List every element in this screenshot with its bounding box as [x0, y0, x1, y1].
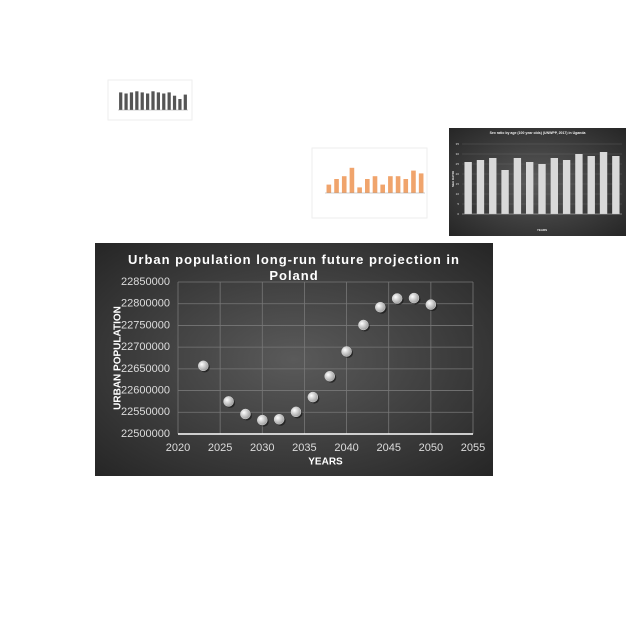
- bar: [372, 176, 378, 193]
- x-tick-label: 2030: [250, 442, 274, 454]
- y-tick-label: 22850000: [121, 276, 170, 288]
- bar: [326, 184, 332, 193]
- point: [341, 346, 352, 357]
- bar: [124, 93, 128, 110]
- x-tick-label: 2055: [461, 442, 485, 454]
- x-tick-label: 2045: [376, 442, 400, 454]
- y-tick-label: 35: [456, 142, 460, 146]
- point: [324, 370, 335, 382]
- bar: [151, 91, 155, 110]
- bar: [341, 176, 347, 193]
- y-axis-label: URBAN POPULATION: [113, 306, 124, 410]
- y-tick-label: 22600000: [121, 384, 170, 396]
- bar: [357, 187, 362, 193]
- y-tick-label: 22650000: [121, 363, 170, 375]
- bar: [349, 167, 355, 193]
- chart-title: Sex ratio by age (100 year olds) (UNWPP,…: [490, 131, 586, 135]
- bar: [562, 160, 571, 214]
- bar: [167, 92, 171, 110]
- point: [307, 391, 319, 403]
- bar: [411, 170, 416, 193]
- bar: [388, 176, 393, 193]
- bar: [464, 162, 472, 214]
- bar: [129, 92, 134, 110]
- bar: [178, 99, 182, 110]
- x-tick-label: 2050: [419, 442, 443, 454]
- y-tick-label: 5: [457, 202, 459, 206]
- x-tick-label: 2020: [166, 442, 190, 454]
- chart-title: Urban population long-run future project…: [128, 252, 460, 283]
- bar: [513, 158, 522, 214]
- bar: [575, 154, 583, 214]
- bar: [119, 92, 123, 110]
- bar: [526, 162, 534, 214]
- bar: [162, 93, 166, 110]
- y-tick-label: 30: [456, 152, 460, 156]
- y-tick-label: 0: [457, 212, 459, 216]
- y-tick-label: 22750000: [121, 319, 170, 331]
- point: [375, 301, 386, 313]
- y-tick-label: 25: [456, 162, 460, 166]
- bar: [418, 173, 424, 193]
- bar: [365, 179, 370, 193]
- bar: [156, 92, 160, 110]
- y-tick-label: 22700000: [121, 341, 170, 353]
- point: [257, 414, 268, 426]
- bar: [403, 179, 409, 193]
- point: [223, 396, 234, 407]
- bar: [612, 156, 620, 214]
- bar: [146, 93, 150, 110]
- point: [408, 292, 420, 304]
- y-tick-label: 22500000: [121, 428, 170, 440]
- bar: [599, 152, 608, 214]
- bar: [550, 158, 558, 214]
- y-tick-label: 22550000: [121, 406, 170, 418]
- y-tick-label: 15: [456, 182, 460, 186]
- y-axis-label: SEX RATIO: [451, 170, 455, 187]
- point: [198, 360, 209, 372]
- bar: [395, 176, 401, 193]
- x-axis-label: YEARS: [537, 228, 547, 232]
- y-tick-label: 10: [456, 192, 460, 196]
- point: [425, 299, 437, 310]
- point: [391, 293, 403, 304]
- x-tick-label: 2040: [334, 442, 358, 454]
- x-tick-label: 2035: [292, 442, 316, 454]
- chart-background: [449, 128, 626, 236]
- bar: [334, 179, 339, 193]
- point: [240, 408, 251, 420]
- x-axis-label: YEARS: [308, 457, 343, 468]
- point: [358, 319, 369, 331]
- bar: [172, 95, 177, 110]
- bar: [538, 164, 546, 214]
- bar: [501, 170, 509, 214]
- bar: [587, 156, 595, 214]
- bar: [380, 184, 385, 193]
- point: [273, 413, 285, 425]
- bar: [489, 158, 497, 214]
- y-tick-label: 20: [456, 172, 460, 176]
- y-tick-label: 22800000: [121, 298, 170, 310]
- x-tick-label: 2025: [208, 442, 232, 454]
- bar: [476, 160, 485, 214]
- bar: [135, 91, 139, 110]
- bar: [140, 92, 144, 110]
- point: [290, 406, 302, 418]
- bar: [183, 94, 187, 110]
